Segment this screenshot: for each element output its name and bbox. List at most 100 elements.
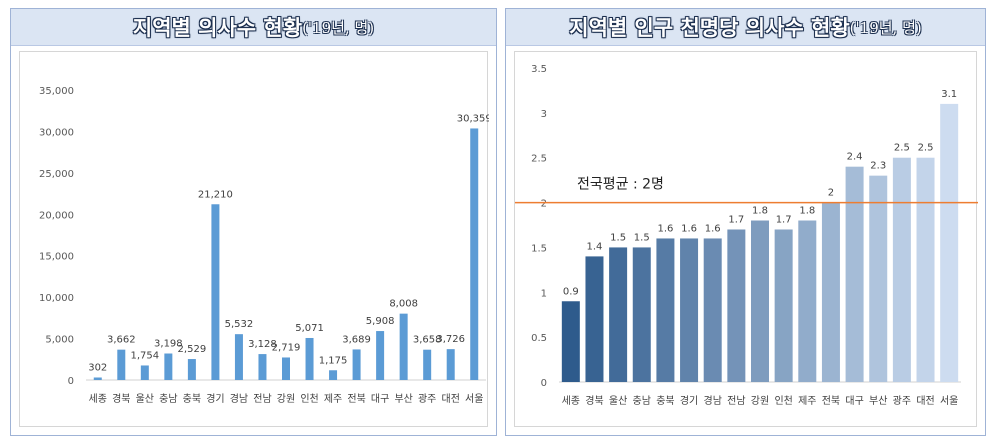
- data-label: 1.6: [705, 223, 721, 234]
- bar: [561, 301, 580, 382]
- data-label: 1.7: [728, 214, 744, 225]
- bar: [140, 365, 149, 380]
- reference-line-label: 전국평균 : 2명: [577, 177, 664, 193]
- bar: [305, 337, 314, 380]
- chart-subtitle: ('19년, 명): [849, 18, 922, 37]
- data-label: 2,719: [272, 342, 301, 353]
- y-tick-label: 20,000: [39, 210, 74, 221]
- bar: [821, 202, 840, 382]
- x-tick-label: 제주: [798, 395, 816, 407]
- bar: [446, 349, 455, 380]
- x-tick-label: 세종: [89, 393, 107, 405]
- data-label: 5,071: [295, 323, 324, 334]
- x-tick-label: 경남: [230, 392, 248, 405]
- data-label: 3,689: [342, 334, 371, 345]
- x-tick-label: 대전: [916, 395, 934, 407]
- data-label: 3,726: [436, 334, 465, 345]
- x-tick-label: 강원: [751, 395, 769, 407]
- data-label: 302: [88, 362, 107, 373]
- y-tick-label: 2.5: [531, 154, 547, 165]
- bar: [352, 349, 361, 380]
- data-label: 21,210: [198, 189, 233, 200]
- x-tick-label: 전북: [347, 393, 365, 405]
- data-label: 2.4: [847, 152, 863, 163]
- x-tick-label: 강원: [277, 393, 295, 405]
- plot-area: 0 5,000 10,000 15,000 20,000 25,000 30,000 35,0…: [19, 51, 489, 427]
- data-label: 30,359: [457, 113, 489, 124]
- data-label: 5,908: [366, 316, 395, 327]
- x-tick-label: 대구: [845, 395, 863, 407]
- bar: [376, 331, 385, 380]
- data-label: 1,754: [131, 350, 160, 361]
- x-tick-label: 전북: [822, 395, 840, 407]
- x-tick-label: 경기: [206, 392, 224, 405]
- bar: [798, 220, 817, 382]
- chart-title: 지역별 인구 천명당 의사수 현황: [569, 16, 850, 40]
- bar: [774, 229, 793, 382]
- data-label: 1,175: [319, 355, 348, 366]
- y-tick-label: 1: [541, 288, 547, 299]
- y-tick-label: 35,000: [39, 86, 74, 97]
- x-tick-label: 인천: [300, 393, 318, 405]
- x-tick-label: 전남: [727, 395, 745, 407]
- bar: [258, 354, 267, 380]
- x-tick-label: 부산: [869, 395, 887, 407]
- bar: [751, 220, 769, 382]
- x-tick-label: 충남: [633, 395, 651, 407]
- bar: [727, 229, 746, 382]
- x-tick-label: 경기: [680, 394, 698, 407]
- data-label: 2.5: [918, 143, 934, 154]
- chart-panel-doctors: 지역별 의사수 현황 ('19년, 명) 0 5,000 10,000 15,000 2…: [10, 8, 497, 436]
- data-label: 3.1: [941, 89, 957, 100]
- chart-subtitle: ('19년, 명): [302, 18, 375, 37]
- bar: [399, 313, 408, 380]
- bar: [656, 238, 675, 382]
- bar: [187, 359, 196, 380]
- bar: [869, 175, 888, 382]
- x-tick-label: 광주: [418, 393, 436, 405]
- y-tick-label: 30,000: [39, 127, 74, 138]
- x-tick-label: 부산: [394, 393, 412, 405]
- x-tick-label: 제주: [324, 393, 342, 405]
- y-tick-label: 25,000: [39, 169, 74, 180]
- bar: [282, 357, 290, 380]
- bar: [93, 377, 102, 380]
- x-tick-label: 전남: [253, 393, 271, 405]
- x-tick-label: 울산: [136, 393, 154, 405]
- chart-title-bar: 지역별 인구 천명당 의사수 현황 ('19년, 명): [506, 9, 985, 46]
- x-tick-label: 세종: [562, 395, 580, 407]
- data-label: 2.5: [894, 143, 910, 154]
- bar: [680, 238, 699, 382]
- y-tick-label: 3.5: [531, 64, 547, 75]
- x-tick-label: 충북: [656, 395, 674, 407]
- data-label: 3,658: [413, 335, 442, 346]
- data-label: 2.3: [870, 161, 886, 172]
- bar: [632, 247, 651, 382]
- bar: [609, 247, 628, 382]
- x-tick-label: 광주: [893, 395, 911, 407]
- data-label: 0.9: [563, 286, 579, 297]
- data-label: 5,532: [225, 319, 254, 330]
- bar: [892, 157, 911, 382]
- data-label: 2,529: [178, 344, 207, 355]
- x-tick-label: 경북: [585, 394, 603, 407]
- y-tick-label: 1.5: [531, 243, 547, 254]
- bar: [940, 103, 959, 382]
- x-tick-label: 대구: [371, 393, 389, 405]
- data-label: 2: [828, 188, 834, 199]
- chart-title-bar: 지역별 의사수 현황 ('19년, 명): [11, 9, 496, 46]
- x-tick-label: 경남: [704, 394, 722, 407]
- x-tick-label: 서울: [465, 393, 483, 405]
- bar: [164, 353, 173, 380]
- y-tick-label: 3: [541, 109, 547, 120]
- chart-panel-doctors-per-thousand: 지역별 인구 천명당 의사수 현황 ('19년, 명) 0 0.5 1 1.5 2 2.5…: [505, 8, 986, 436]
- x-tick-label: 경북: [112, 392, 130, 405]
- bar: [329, 370, 338, 380]
- bar-chart-doctors-per-thousand: 0 0.5 1 1.5 2 2.5 3 3.5 0.9 세종 1.4 경북 1.5 울산 1.5 충남 1.6 충…: [515, 64, 978, 407]
- y-tick-label: 2: [541, 199, 547, 210]
- data-label: 1.7: [776, 214, 792, 225]
- y-tick-label: 0.5: [531, 333, 547, 344]
- bar: [234, 334, 243, 380]
- bar: [211, 204, 220, 380]
- y-tick-label: 0: [541, 378, 547, 389]
